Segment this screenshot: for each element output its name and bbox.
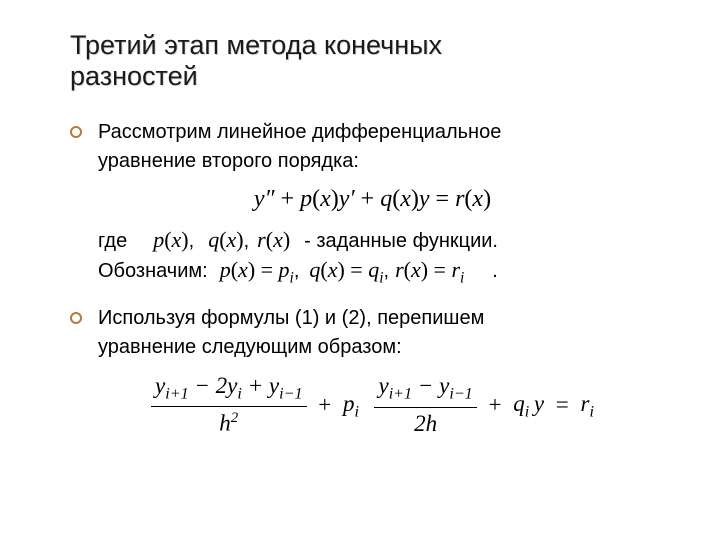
eq1-plus1: + — [275, 186, 301, 212]
eq2-frac1: yi+1 − 2yi + yi−1 h2 — [151, 372, 306, 439]
denote-c1: , — [294, 259, 300, 284]
slide-body: Рассмотрим линейное дифференциальное ура… — [70, 120, 675, 439]
slide-title: Третий этап метода конечных разностей — [70, 30, 675, 92]
denote-r: r(x) = ri — [395, 256, 464, 288]
eq1-q: q — [380, 186, 392, 212]
eq1-eq: = — [430, 186, 456, 212]
eq1-plus2: + — [355, 186, 381, 212]
where-r: r(x) — [257, 226, 290, 254]
denote-p: p(x) = pi — [220, 256, 294, 288]
equation-1-content: y″ + p(x)y′ + q(x)y = r(x) — [254, 184, 491, 214]
slide-root: Третий этап метода конечных разностей Ра… — [0, 0, 720, 540]
paragraph-2-line-1: Используя формулы (1) и (2), перепишем — [70, 306, 675, 331]
eq1-x3: x — [472, 186, 483, 212]
paragraph-1-line-2: уравнение второго порядка: — [70, 149, 675, 174]
eq2-pi: pi — [343, 391, 359, 416]
title-line-2: разностей — [70, 61, 198, 91]
eq1-x1: x — [320, 186, 331, 212]
eq1-p: p — [300, 186, 312, 212]
where-c1: , — [189, 229, 195, 254]
where-p: p(x) — [153, 226, 188, 254]
eq1-ypp: y″ — [254, 186, 275, 212]
where-tail: - заданные функции. — [304, 229, 498, 254]
denote-c2: , — [384, 259, 390, 284]
title-line-1: Третий этап метода конечных — [70, 30, 442, 60]
equation-1: y″ + p(x)y′ + q(x)y = r(x) — [70, 184, 675, 214]
denote-word: Обозначим: — [98, 259, 208, 284]
paragraph-2-line-2: уравнение следующим образом: — [70, 335, 675, 360]
eq2-frac2: yi+1 − yi−1 2h — [374, 372, 476, 438]
eq2-ri: ri — [581, 391, 594, 416]
denote-q: q(x) = qi — [309, 256, 383, 288]
eq1-y: y — [419, 186, 430, 212]
eq2-qiy: qi y — [513, 391, 544, 416]
where-line: где p(x) , q(x) , r(x) - заданные функци… — [70, 226, 675, 254]
eq1-yp: y′ — [339, 186, 355, 212]
where-c2: , — [244, 229, 250, 254]
where-q: q(x) — [208, 226, 243, 254]
where-word: где — [98, 229, 127, 254]
equation-2: yi+1 − 2yi + yi−1 h2 + pi yi+1 − yi−1 — [70, 372, 675, 439]
eq1-x2: x — [400, 186, 411, 212]
denote-period: . — [492, 259, 498, 284]
paragraph-1-line-1: Рассмотрим линейное дифференциальное — [70, 120, 675, 145]
denote-line: Обозначим: p(x) = pi , q(x) = qi , r(x) … — [70, 256, 675, 288]
